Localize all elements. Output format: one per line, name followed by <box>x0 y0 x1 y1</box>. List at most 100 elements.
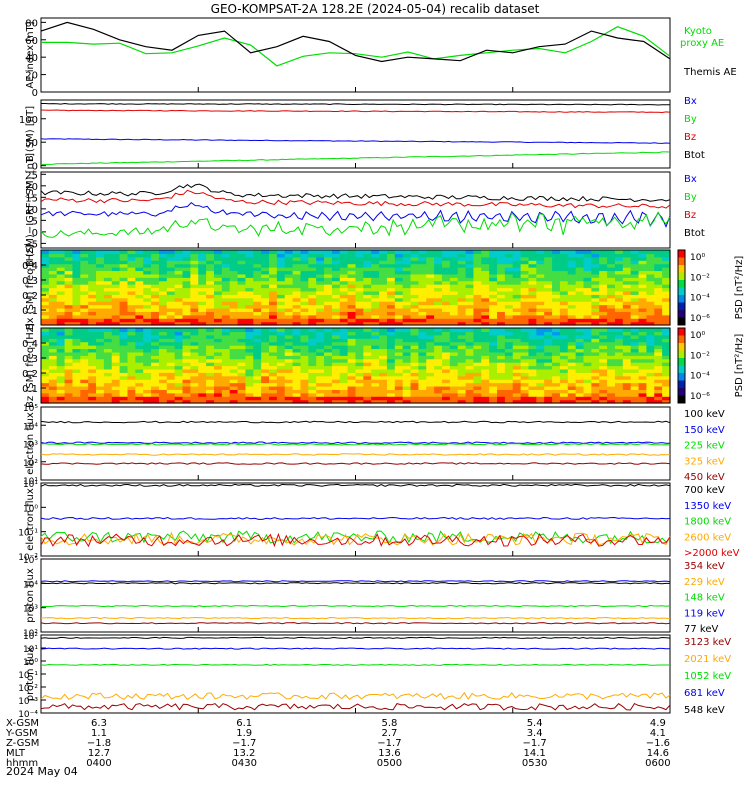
y-tick-label: 10² <box>23 632 38 642</box>
heatmap-cell <box>292 256 302 261</box>
heatmap-cell <box>536 385 545 390</box>
heatmap-cell <box>418 301 427 306</box>
heatmap-cell <box>465 321 475 326</box>
heatmap-cell <box>434 301 443 306</box>
heatmap-cell <box>449 263 459 268</box>
heatmap-cell <box>654 321 663 326</box>
y-tick-label: 0.2 <box>22 369 38 380</box>
heatmap-cell <box>614 385 624 390</box>
heatmap-cell <box>41 284 50 289</box>
heatmap-cell <box>402 358 412 363</box>
heatmap-cell <box>473 321 482 326</box>
y-tick-label: 40 <box>25 53 38 64</box>
heatmap-cell <box>662 287 671 292</box>
heatmap-cell <box>355 362 364 367</box>
heatmap-cell <box>434 345 443 350</box>
heatmap-cell <box>575 290 585 295</box>
heatmap-cell <box>489 328 498 333</box>
heatmap-cell <box>229 348 239 353</box>
heatmap-cell <box>394 372 404 377</box>
heatmap-cell <box>654 304 663 309</box>
heatmap-cell <box>292 290 302 295</box>
heatmap-cell <box>347 314 357 319</box>
heatmap-cell <box>449 277 459 282</box>
heatmap-cell <box>371 385 380 390</box>
heatmap-cell <box>158 331 168 336</box>
heatmap-cell <box>646 307 655 312</box>
heatmap-cell <box>64 382 74 387</box>
heatmap-cell <box>638 304 648 309</box>
heatmap-cell <box>575 355 585 360</box>
heatmap-cell <box>528 253 537 258</box>
y-tick-label: 5 <box>32 216 38 227</box>
heatmap-cell <box>347 389 357 394</box>
heatmap-cell <box>567 250 577 255</box>
heatmap-cell <box>237 250 247 255</box>
heatmap-cell <box>599 365 608 370</box>
heatmap-cell <box>441 256 451 261</box>
heatmap-cell <box>622 368 632 373</box>
heatmap-cell <box>221 362 231 367</box>
heatmap-cell <box>410 287 419 292</box>
heatmap-cell <box>88 331 97 336</box>
legend-label: Bz <box>684 132 696 143</box>
heatmap-cell <box>434 399 443 404</box>
heatmap-cell <box>654 389 663 394</box>
heatmap-cell <box>276 314 286 319</box>
heatmap-cell <box>174 396 184 401</box>
heatmap-cell <box>363 338 372 343</box>
heatmap-cell <box>473 294 482 299</box>
heatmap-cell <box>174 253 184 258</box>
heatmap-cell <box>269 284 278 289</box>
heatmap-cell <box>292 260 302 265</box>
heatmap-cell <box>198 372 207 377</box>
heatmap-cell <box>583 284 592 289</box>
heatmap-cell <box>245 348 254 353</box>
heatmap-cell <box>559 321 569 326</box>
heatmap-cell <box>331 375 341 380</box>
heatmap-cell <box>528 392 537 397</box>
heatmap-cell <box>567 362 577 367</box>
heatmap-cell <box>331 294 341 299</box>
heatmap-cell <box>96 382 105 387</box>
heatmap-cell <box>316 396 325 401</box>
heatmap-cell <box>88 301 97 306</box>
heatmap-cell <box>72 338 81 343</box>
heatmap-cell <box>567 341 577 346</box>
heatmap-cell <box>567 277 577 282</box>
heatmap-cell <box>166 287 176 292</box>
heatmap-cell <box>48 314 58 319</box>
heatmap-cell <box>213 260 223 265</box>
heatmap-cell <box>151 318 160 323</box>
heatmap-cell <box>662 290 671 295</box>
y-tick-label: 0.1 <box>22 306 38 317</box>
heatmap-cell <box>127 253 136 258</box>
heatmap-cell <box>111 307 121 312</box>
heatmap-cell <box>284 311 294 316</box>
heatmap-cell <box>206 365 215 370</box>
heatmap-cell <box>473 331 482 336</box>
heatmap-cell <box>504 260 514 265</box>
heatmap-cell <box>363 287 372 292</box>
heatmap-cell <box>151 307 160 312</box>
heatmap-cell <box>386 253 396 258</box>
heatmap-cell <box>528 260 537 265</box>
heatmap-cell <box>174 389 184 394</box>
heatmap-cell <box>583 334 592 339</box>
heatmap-cell <box>394 345 404 350</box>
heatmap-cell <box>151 382 160 387</box>
heatmap-cell <box>449 260 459 265</box>
heatmap-cell <box>331 253 341 258</box>
heatmap-cell <box>418 379 427 384</box>
heatmap-cell <box>662 318 671 323</box>
heatmap-cell <box>221 321 231 326</box>
heatmap-cell <box>135 382 144 387</box>
heatmap-cell <box>64 341 74 346</box>
heatmap-cell <box>269 287 278 292</box>
heatmap-cell <box>386 263 396 268</box>
heatmap-cell <box>151 304 160 309</box>
heatmap-cell <box>504 368 514 373</box>
heatmap-cell <box>324 260 333 265</box>
heatmap-cell <box>394 270 404 275</box>
heatmap-cell <box>544 399 553 404</box>
